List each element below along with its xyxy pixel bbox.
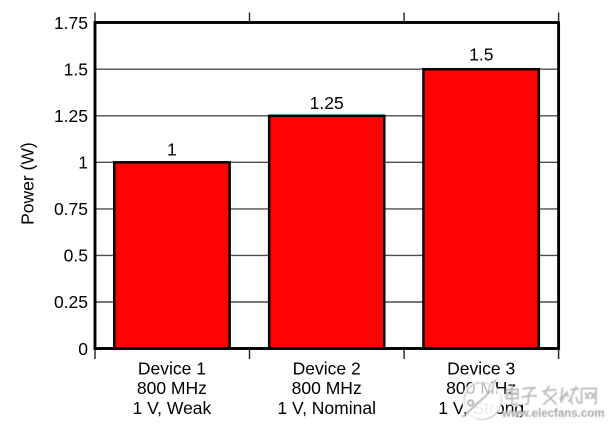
svg-text:1: 1 — [167, 139, 177, 159]
svg-text:1.75: 1.75 — [54, 13, 88, 33]
svg-text:1.25: 1.25 — [54, 106, 88, 126]
svg-text:0: 0 — [78, 339, 88, 359]
svg-text:www.elecfans.com: www.elecfans.com — [501, 408, 604, 420]
svg-text:0.5: 0.5 — [64, 246, 88, 266]
svg-text:800 MHz: 800 MHz — [137, 378, 207, 398]
svg-text:800 MHz: 800 MHz — [292, 378, 362, 398]
svg-text:Device 2: Device 2 — [293, 359, 361, 379]
svg-text:1 V, Weak: 1 V, Weak — [132, 398, 211, 418]
svg-text:1.5: 1.5 — [469, 45, 493, 65]
svg-text:Device 1: Device 1 — [138, 359, 206, 379]
svg-text:www.elecfans.com: www.elecfans.com — [502, 409, 605, 421]
svg-text:1: 1 — [78, 153, 88, 173]
svg-text:1.25: 1.25 — [310, 93, 344, 113]
svg-text:Device 3: Device 3 — [447, 359, 515, 379]
svg-text:1 V, Nominal: 1 V, Nominal — [277, 398, 376, 418]
svg-text:Power (W): Power (W) — [18, 142, 38, 225]
svg-text:1.5: 1.5 — [64, 59, 88, 79]
svg-text:0.25: 0.25 — [54, 292, 88, 312]
svg-text:0.75: 0.75 — [54, 199, 88, 219]
